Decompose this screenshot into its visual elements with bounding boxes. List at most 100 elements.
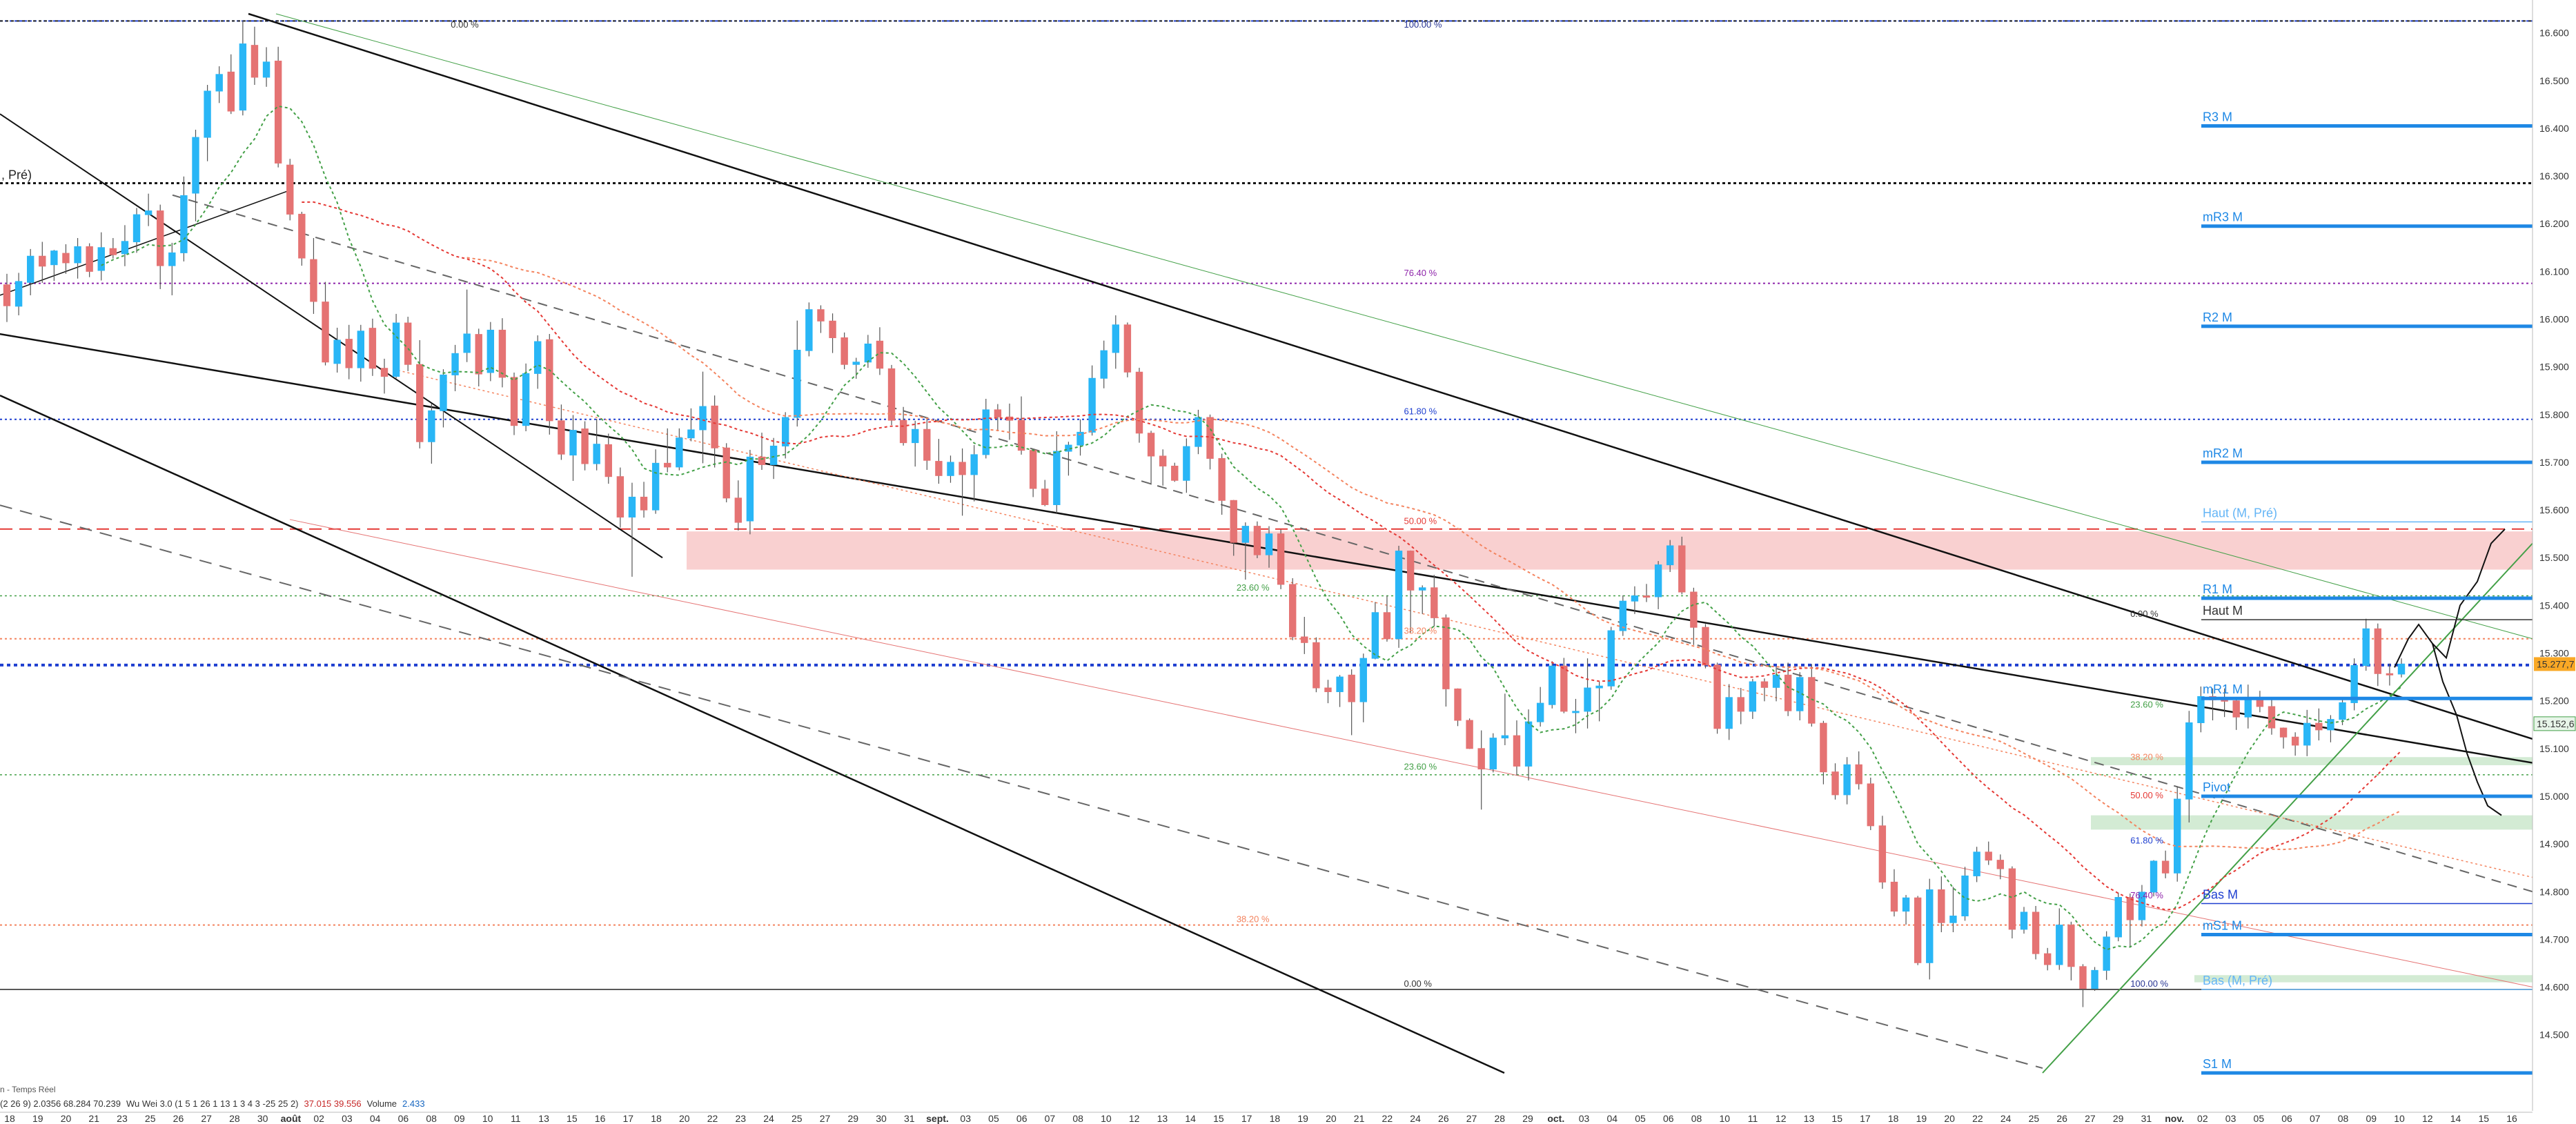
price-tick-label: 16.500 [2539,75,2569,86]
candle-body [746,456,754,522]
candle-body [1489,738,1497,770]
candle-body [62,253,70,264]
fib-label: 76.40 % [2130,890,2163,900]
candle-body [416,364,424,442]
extra-level-label: Bas M [2203,888,2238,902]
candle-body [1749,681,1757,712]
candle-body [2279,727,2288,738]
price-tick-label: 16.300 [2539,170,2569,181]
candle-body [2150,860,2158,893]
candle-body [569,430,577,456]
pivot-level-label: mS1 M [2203,918,2242,932]
time-tick-label: 27 [1466,1113,1477,1124]
trend-line [248,12,2533,740]
price-tick-label: 14.500 [2539,1029,2569,1041]
time-tick-label: 15 [567,1113,578,1124]
candle-body [1808,677,1816,724]
time-tick-label: 07 [1045,1113,1056,1124]
moving-average-green [101,105,2402,951]
candle-body [380,368,389,377]
candle-body [132,214,141,243]
candle-body [239,43,247,111]
time-tick-label: 05 [2254,1113,2265,1124]
time-tick-label: 22 [707,1113,718,1124]
candle-body [1194,417,1202,447]
candle-body [1277,533,1285,585]
candle-body [1890,881,1898,912]
time-tick-label: 04 [1606,1113,1618,1124]
time-tick-label: 24 [763,1113,774,1124]
time-tick-label: 08 [426,1113,437,1124]
candle-body [1419,587,1426,591]
time-tick-label: 31 [2141,1113,2152,1124]
candle-body [1336,676,1344,693]
current-price-tag [2534,657,2575,671]
candle-body [250,45,259,78]
candle-body [1902,897,1910,912]
fib-label: 0.00 % [1404,978,1432,989]
candle-body [864,343,872,363]
fib-label: 100.00 % [2130,978,2168,989]
fib-label: 23.60 % [1237,582,1270,593]
time-tick-label: 29 [847,1113,858,1124]
candle-body [1513,735,1521,767]
fib-label: 0.00 % [2130,609,2159,619]
time-tick-label: 10 [2394,1113,2405,1124]
fib-label: 50.00 % [2130,790,2163,800]
fib-label: 61.80 % [2130,836,2163,846]
candle-body [322,302,329,363]
candle-body [1642,595,1651,598]
candle-body [286,164,294,215]
trend-line [0,395,1505,1074]
candle-body [357,331,365,368]
time-tick-label: 18 [4,1113,15,1124]
volume-label: Volume [366,1098,397,1109]
candle-body [676,437,683,468]
price-tick-label: 15.300 [2539,648,2569,659]
candle-body [1029,450,1037,489]
time-tick-label: 14 [1185,1113,1196,1124]
moving-average-orange [466,257,2402,851]
candle-body [1183,446,1190,481]
candle-body [558,420,565,455]
candle-body [1536,702,1544,722]
time-tick-label: 08 [2338,1113,2349,1124]
candle-body [1230,500,1237,543]
candle-body [1678,545,1686,593]
candle-body [1926,889,1934,963]
candle-body [722,447,730,499]
candle-body [1914,897,1922,963]
time-tick-label: 03 [1579,1113,1590,1124]
candle-body [1171,465,1179,481]
candle-body [1348,674,1355,702]
time-tick-label: 16 [2506,1113,2517,1124]
candle-body [1607,630,1615,687]
candle-body [1253,526,1261,555]
time-tick-label: 26 [173,1113,184,1124]
time-tick-label: 15 [2478,1113,2489,1124]
time-tick-label: 05 [1635,1113,1646,1124]
time-tick-label: 22 [1382,1113,1393,1124]
time-tick-label: 06 [2281,1113,2292,1124]
time-tick-label: 25 [2029,1113,2040,1124]
candle-body [1218,457,1226,501]
candle-body [640,496,648,511]
time-tick-label: 03 [2225,1113,2236,1124]
candle-body [498,329,507,378]
candle-body [428,410,435,442]
candle-body [817,309,825,322]
time-tick-label: 20 [1944,1113,1955,1124]
candle-body [1041,489,1049,505]
candle-body [1973,851,1980,876]
support-zone-upper [2091,815,2533,830]
candle-body [546,339,553,422]
candle-body [522,373,530,426]
extra-level-label: Haut M [2203,604,2243,618]
candle-body [593,444,600,464]
trend-line [275,13,2533,640]
candle-body [1548,665,1556,705]
candle-body [2362,628,2370,667]
time-tick-label: 10 [482,1113,493,1124]
